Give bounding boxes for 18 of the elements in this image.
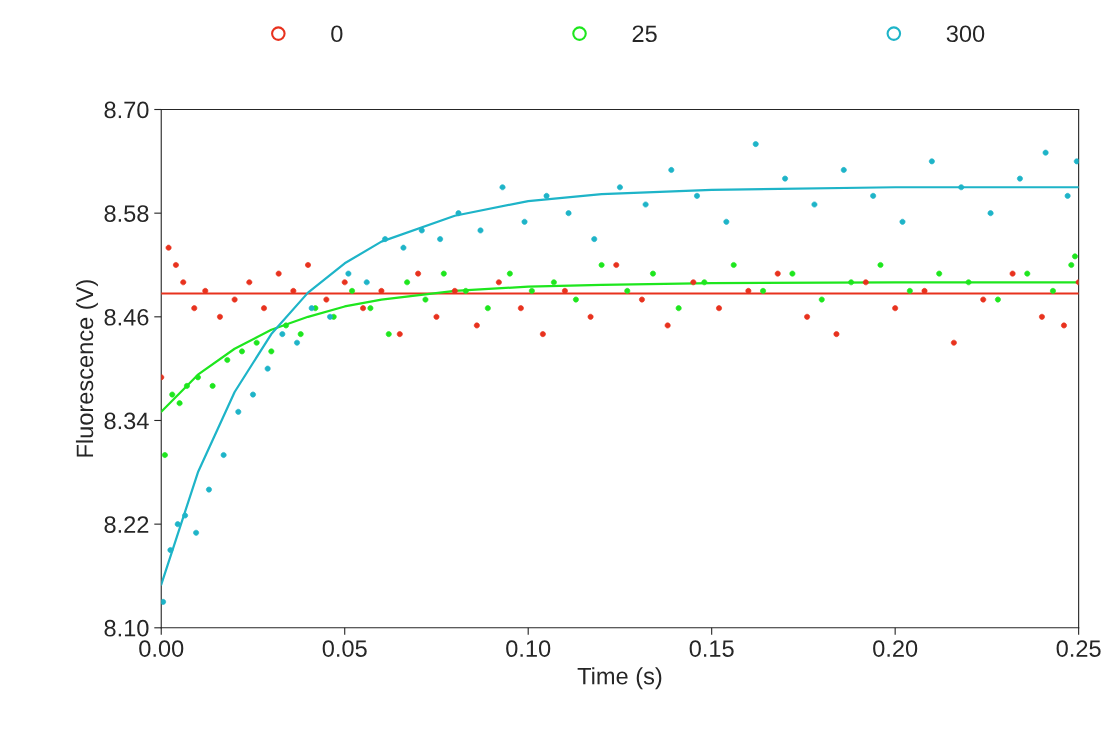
x-tick-label: 0.25	[1056, 640, 1101, 657]
x-tick-label: 0.15	[689, 640, 734, 657]
y-tick-label: 8.10	[104, 619, 149, 637]
x-tick-label: 0.10	[506, 640, 551, 657]
line-series	[161, 186, 1079, 586]
y-tick-label: 8.58	[104, 205, 149, 222]
y-tick-label: 8.70	[104, 101, 149, 119]
x-tick-label: 0.00	[139, 640, 184, 657]
legend-label: 25	[632, 25, 657, 43]
x-tick-label: 0.20	[873, 640, 918, 657]
x-axis-title: Time (s)	[577, 667, 662, 690]
y-tick-label: 8.22	[104, 516, 149, 533]
legend-label: 300	[946, 25, 985, 43]
x-tick-label: 0.05	[322, 640, 367, 657]
y-tick-label: 8.46	[104, 308, 149, 326]
y-axis-title: Fluorescence (V)	[75, 280, 98, 457]
legend-label: 0	[331, 25, 343, 43]
y-tick-label: 8.34	[104, 412, 149, 430]
